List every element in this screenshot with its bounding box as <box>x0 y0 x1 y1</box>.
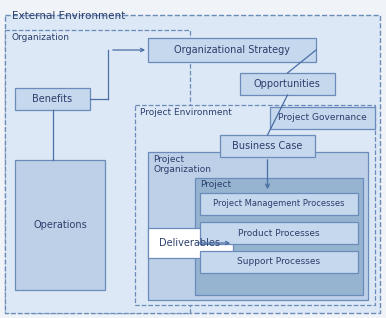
Bar <box>148 228 233 258</box>
Text: Operations: Operations <box>33 220 87 230</box>
Text: Project Environment: Project Environment <box>140 108 232 117</box>
Text: Opportunities: Opportunities <box>254 79 320 89</box>
Bar <box>5 30 190 313</box>
Bar <box>195 178 363 295</box>
Text: Support Processes: Support Processes <box>237 258 320 266</box>
Text: Project Management Processes: Project Management Processes <box>213 199 345 209</box>
Bar <box>148 38 316 62</box>
Bar <box>135 105 375 305</box>
Bar <box>15 88 90 110</box>
Bar <box>200 251 358 273</box>
Text: Product Processes: Product Processes <box>238 229 320 238</box>
Text: Benefits: Benefits <box>32 94 72 104</box>
Text: Project
Organization: Project Organization <box>153 155 211 174</box>
Bar <box>220 135 315 157</box>
Text: Business Case: Business Case <box>232 141 302 151</box>
Bar <box>15 160 105 290</box>
Bar <box>200 222 358 244</box>
Text: Deliverables: Deliverables <box>159 238 220 248</box>
Bar <box>148 152 368 300</box>
Text: Organization: Organization <box>12 33 70 42</box>
Bar <box>240 73 335 95</box>
Bar <box>270 107 375 129</box>
Text: External Environment: External Environment <box>12 11 125 21</box>
Text: Project Governance: Project Governance <box>278 114 366 122</box>
Text: Organizational Strategy: Organizational Strategy <box>174 45 290 55</box>
Text: Project: Project <box>200 180 231 189</box>
Bar <box>200 193 358 215</box>
